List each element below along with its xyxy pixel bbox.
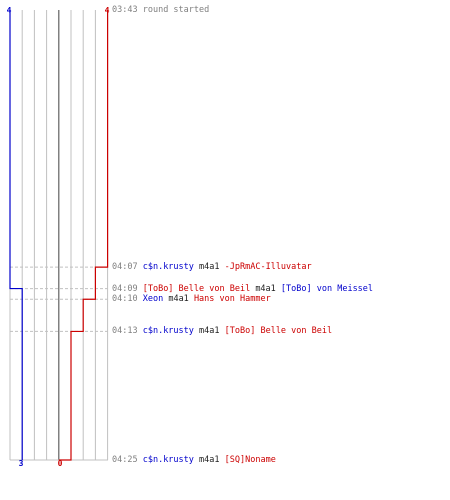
- event-log-entry: 04:09 [ToBo] Belle von Beil m4a1 [ToBo] …: [112, 284, 373, 294]
- series-layer: [9, 10, 109, 461]
- red-team-alive-line: [58, 10, 109, 461]
- blue-team-alive-line: [9, 10, 23, 460]
- event-time: 04:07: [112, 262, 138, 273]
- event-log-entry: 04:25 c$n.krusty m4a1 [SQ]Noname: [112, 455, 276, 465]
- killer-name: c$n.krusty: [142, 262, 194, 273]
- victim-name: -JpRmAC-Illuvatar: [224, 262, 312, 273]
- victim-name: Hans von Hammer: [193, 294, 271, 305]
- red-start-score: 4: [105, 6, 110, 15]
- victim-name: [ToBo] von Meissel: [280, 283, 374, 294]
- event-log-entry: 04:07 c$n.krusty m4a1 -JpRmAC-Illuvatar: [112, 262, 312, 272]
- blue-start-score: 4: [7, 6, 12, 15]
- weapon-name: m4a1: [168, 294, 189, 305]
- weapon-name: m4a1: [199, 326, 220, 337]
- event-text: round started: [142, 5, 210, 15]
- event-time: 04:10: [112, 294, 138, 305]
- killer-name: c$n.krusty: [142, 326, 194, 337]
- killer-name: [ToBo] Belle von Beil: [142, 283, 251, 294]
- weapon-name: m4a1: [199, 262, 220, 273]
- victim-name: [SQ]Noname: [224, 455, 276, 465]
- event-time: 04:25: [112, 455, 138, 465]
- blue-end-score: 3: [19, 459, 24, 468]
- event-time: 04:13: [112, 326, 138, 337]
- victim-name: [ToBo] Belle von Beil: [224, 326, 333, 337]
- red-end-score: 0: [58, 459, 63, 468]
- event-time: 03:43: [112, 5, 138, 15]
- event-log-entry: 03:43 round started: [112, 5, 209, 15]
- event-log-entry: 04:13 c$n.krusty m4a1 [ToBo] Belle von B…: [112, 326, 332, 336]
- event-log-entry: 04:10 Xeon m4a1 Hans von Hammer: [112, 294, 271, 304]
- grid-layer: [9, 10, 109, 461]
- killer-name: c$n.krusty: [142, 455, 194, 465]
- weapon-name: m4a1: [255, 283, 276, 294]
- killer-name: Xeon: [142, 294, 164, 305]
- event-time: 04:09: [112, 283, 138, 294]
- weapon-name: m4a1: [199, 455, 220, 465]
